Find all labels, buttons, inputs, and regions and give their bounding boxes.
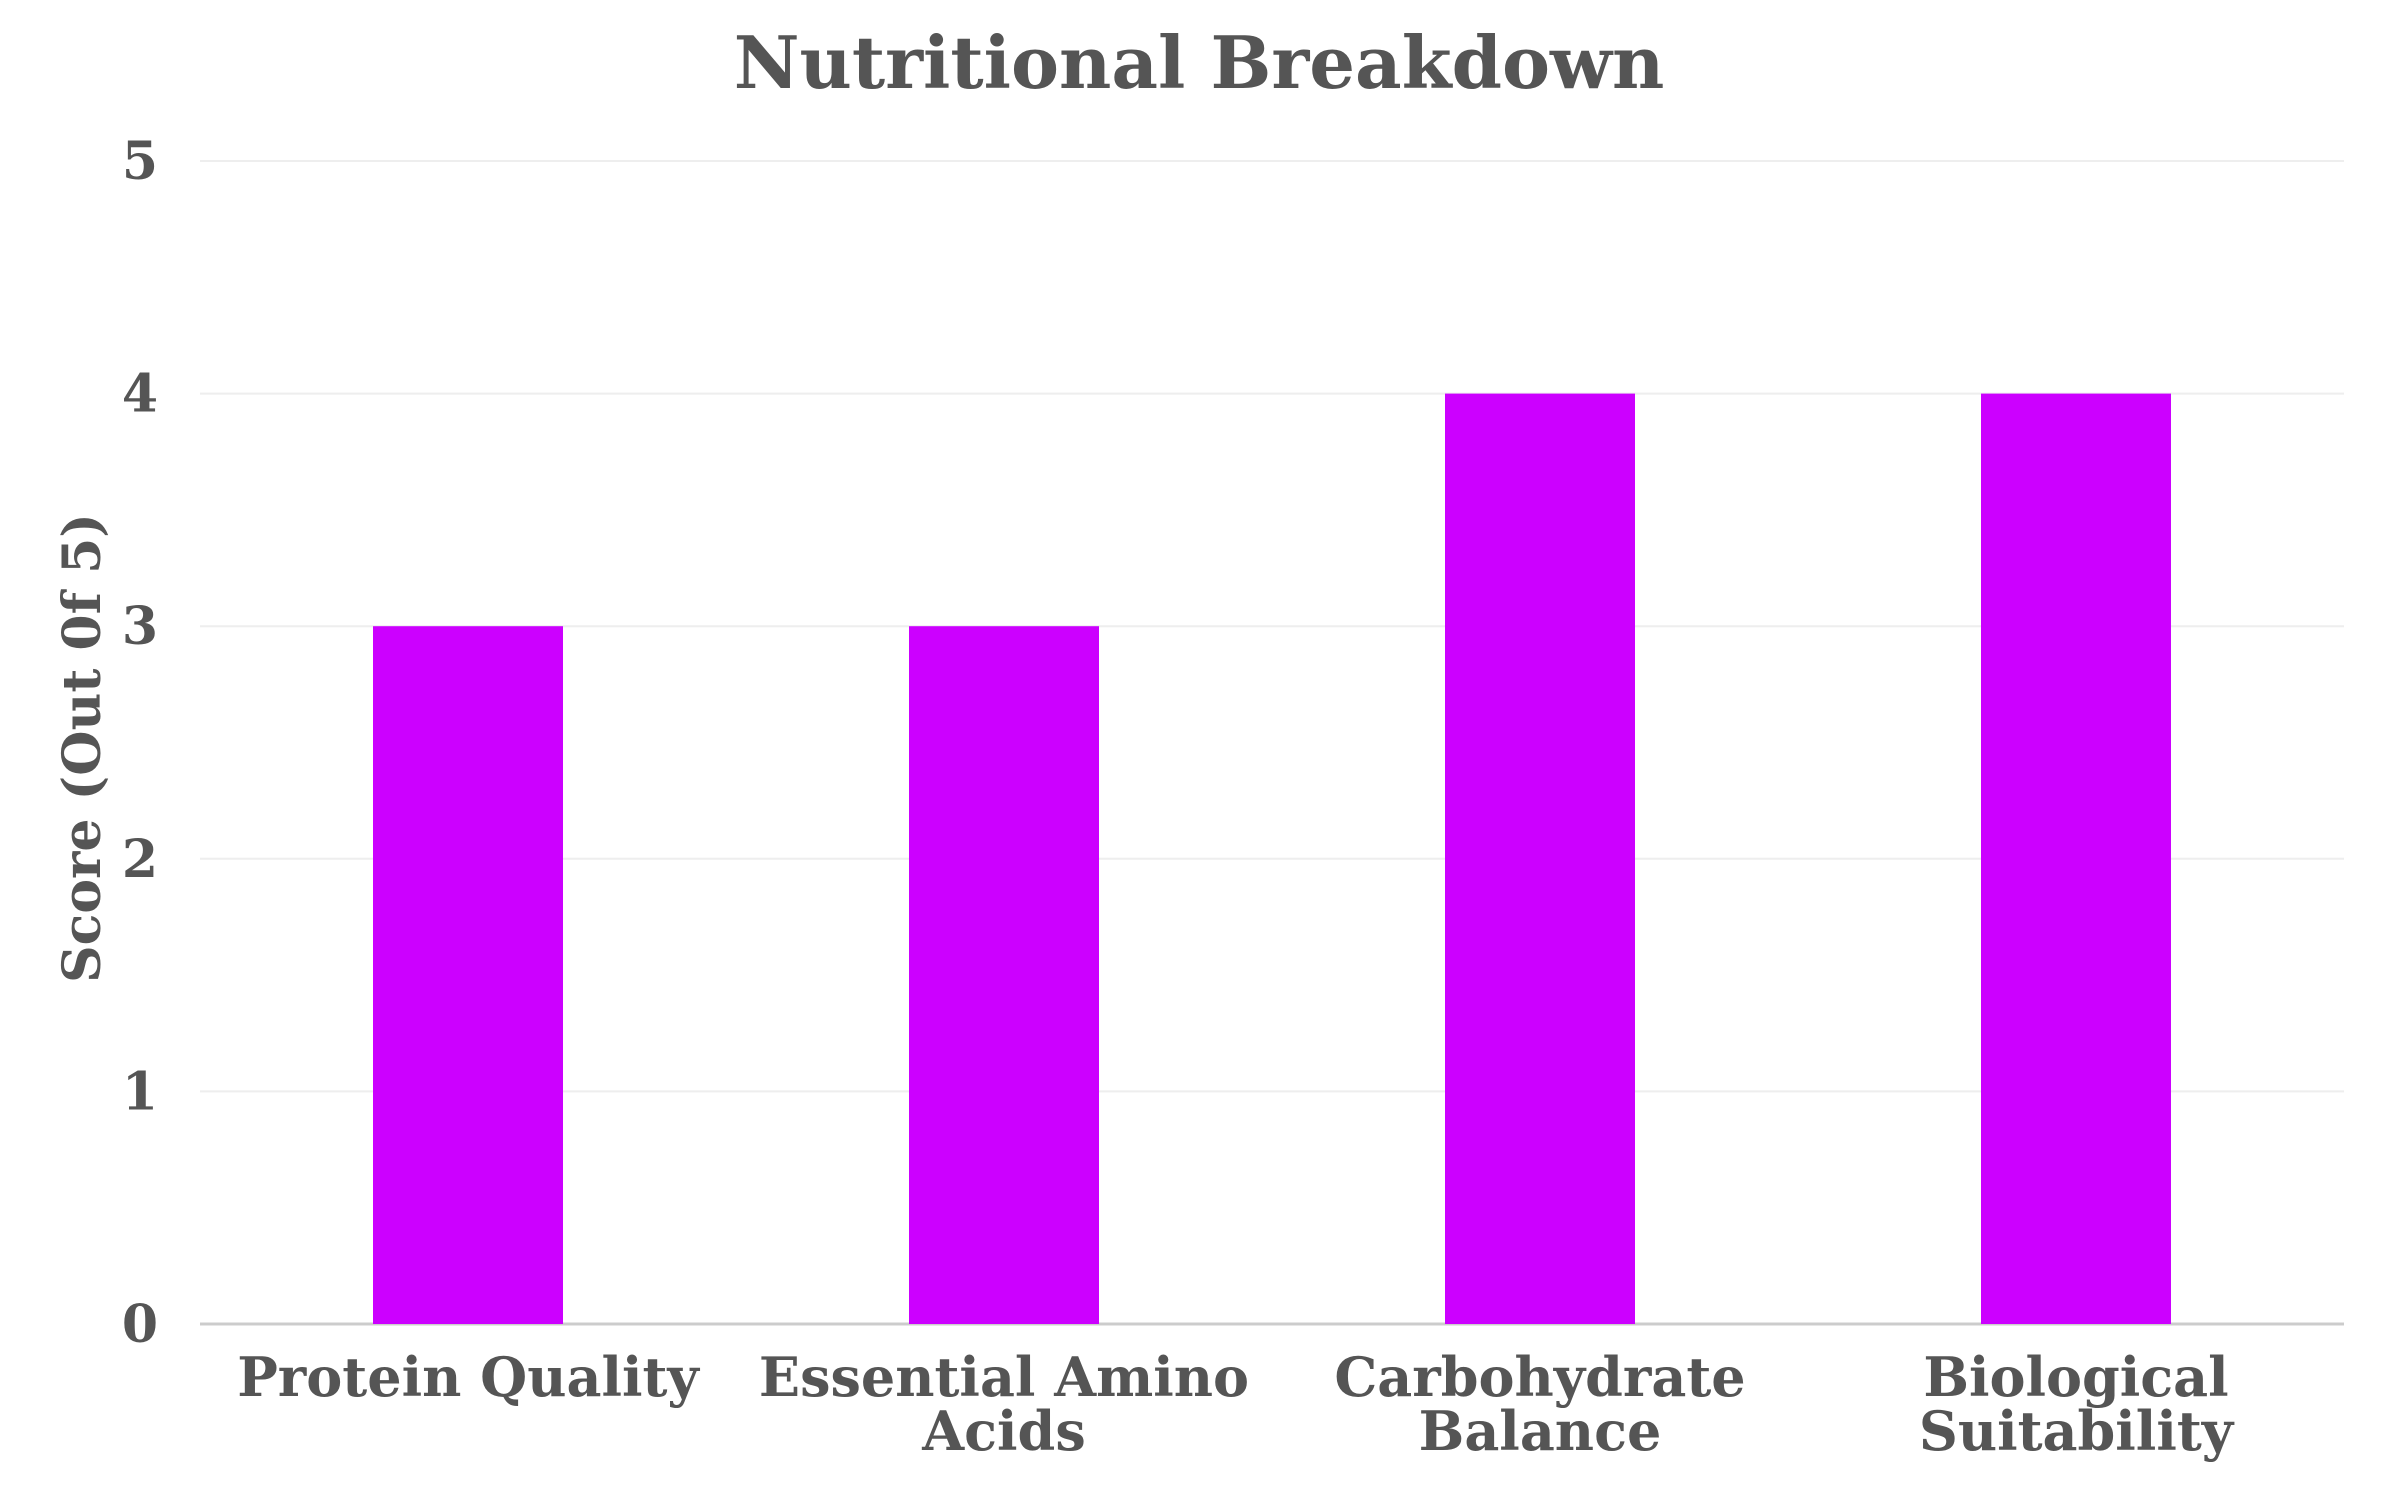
bar bbox=[1981, 393, 2171, 1325]
bar bbox=[909, 626, 1099, 1324]
y-axis-label: Score (Out 0f 5) bbox=[52, 513, 113, 983]
chart-title: Nutritional Breakdown bbox=[734, 20, 1665, 105]
bar bbox=[373, 626, 563, 1324]
bars bbox=[373, 393, 2171, 1325]
bar bbox=[1445, 393, 1635, 1325]
y-tick-label: 3 bbox=[122, 596, 158, 657]
y-tick-label: 5 bbox=[122, 131, 158, 192]
x-tick-label: Biological Suitability bbox=[1919, 1345, 2235, 1463]
y-tick-labels: 0 1 2 3 4 5 bbox=[122, 131, 158, 1355]
x-tick-labels: Protein Quality Essential Amino Acids Carbo… bbox=[237, 1345, 2235, 1463]
x-tick-label: Essential Amino Acids bbox=[759, 1345, 1249, 1463]
y-tick-label: 2 bbox=[122, 829, 158, 890]
y-tick-label: 0 bbox=[122, 1294, 158, 1355]
y-tick-label: 1 bbox=[122, 1061, 158, 1122]
y-tick-label: 4 bbox=[122, 364, 158, 425]
x-tick-label: Protein Quality bbox=[237, 1345, 700, 1409]
x-tick-label: Carbohydrate Balance bbox=[1334, 1345, 1745, 1463]
